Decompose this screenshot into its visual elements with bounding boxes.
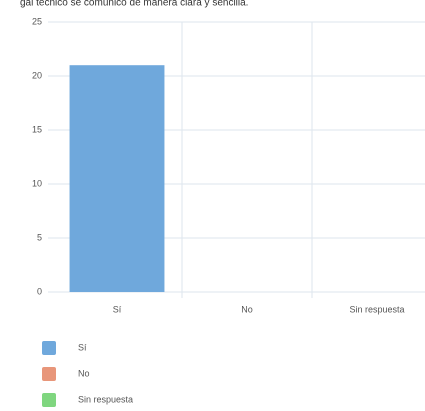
legend-swatch [42, 393, 56, 407]
bar [69, 65, 165, 292]
legend-swatch [42, 367, 56, 381]
x-tick-label: No [241, 304, 253, 314]
legend-label: Sí [78, 342, 87, 352]
x-tick-label: Sin respuesta [349, 304, 404, 314]
legend-label: Sin respuesta [78, 394, 133, 404]
y-tick-label: 25 [32, 16, 42, 26]
legend-label: No [78, 368, 90, 378]
y-tick-label: 15 [32, 124, 42, 134]
y-tick-label: 5 [37, 232, 42, 242]
legend-swatch [42, 341, 56, 355]
y-tick-label: 0 [37, 286, 42, 296]
y-tick-label: 10 [32, 178, 42, 188]
x-tick-label: Sí [113, 304, 122, 314]
y-tick-label: 20 [32, 70, 42, 80]
chart-title: gal técnico se comunicó de manera clara … [20, 0, 248, 9]
